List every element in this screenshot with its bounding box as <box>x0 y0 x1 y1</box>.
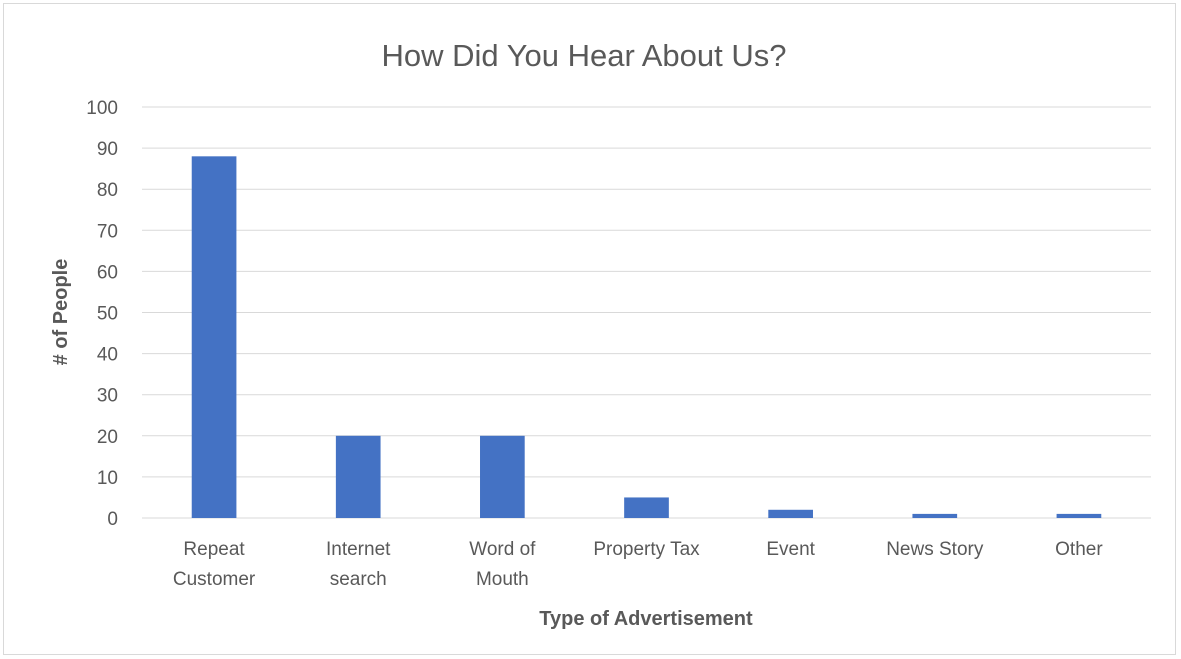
x-tick-label-line: Internet <box>326 539 391 560</box>
x-tick-label-line: Other <box>1055 539 1103 560</box>
x-axis-title: Type of Advertisement <box>539 608 753 630</box>
bar <box>912 514 957 518</box>
x-tick-label: Event <box>766 539 815 560</box>
bar <box>192 156 237 518</box>
y-tick-label: 0 <box>107 509 118 530</box>
y-axis-ticks: 0 10 20 30 40 50 60 70 80 90 100 <box>86 98 118 530</box>
x-tick-label: Other <box>1055 539 1103 560</box>
y-axis-title: # of People <box>50 259 72 366</box>
x-tick-label: Internet search <box>326 539 391 590</box>
x-axis-ticks: Repeat Customer Internet search Word of Mouth… <box>173 539 1103 590</box>
y-tick-label: 80 <box>97 180 118 201</box>
y-tick-label: 60 <box>97 262 118 283</box>
y-tick-label: 50 <box>97 304 118 325</box>
x-tick-label-line: Repeat <box>183 539 245 560</box>
x-tick-label-line: search <box>330 569 387 590</box>
x-tick-label-line: Word of <box>469 539 536 560</box>
gridlines <box>142 107 1151 518</box>
bar <box>336 436 381 518</box>
x-tick-label-line: Property Tax <box>593 539 700 560</box>
x-tick-label-line: Event <box>766 539 815 560</box>
x-tick-label-line: Customer <box>173 569 256 590</box>
y-tick-label: 70 <box>97 221 118 242</box>
bar <box>1057 514 1102 518</box>
y-tick-label: 40 <box>97 345 118 366</box>
y-tick-label: 30 <box>97 386 118 407</box>
x-tick-label: Property Tax <box>593 539 700 560</box>
y-tick-label: 90 <box>97 139 118 160</box>
bar <box>768 510 813 518</box>
x-tick-label-line: Mouth <box>476 569 529 590</box>
bar <box>480 436 525 518</box>
x-tick-label: Repeat Customer <box>173 539 256 590</box>
bar <box>624 497 669 518</box>
bars <box>192 156 1102 518</box>
y-tick-label: 20 <box>97 427 118 448</box>
y-tick-label: 100 <box>86 98 118 119</box>
y-tick-label: 10 <box>97 468 118 489</box>
x-tick-label-line: News Story <box>886 539 984 560</box>
chart-title: How Did You Hear About Us? <box>382 38 787 73</box>
x-tick-label: News Story <box>886 539 984 560</box>
x-tick-label: Word of Mouth <box>469 539 536 590</box>
